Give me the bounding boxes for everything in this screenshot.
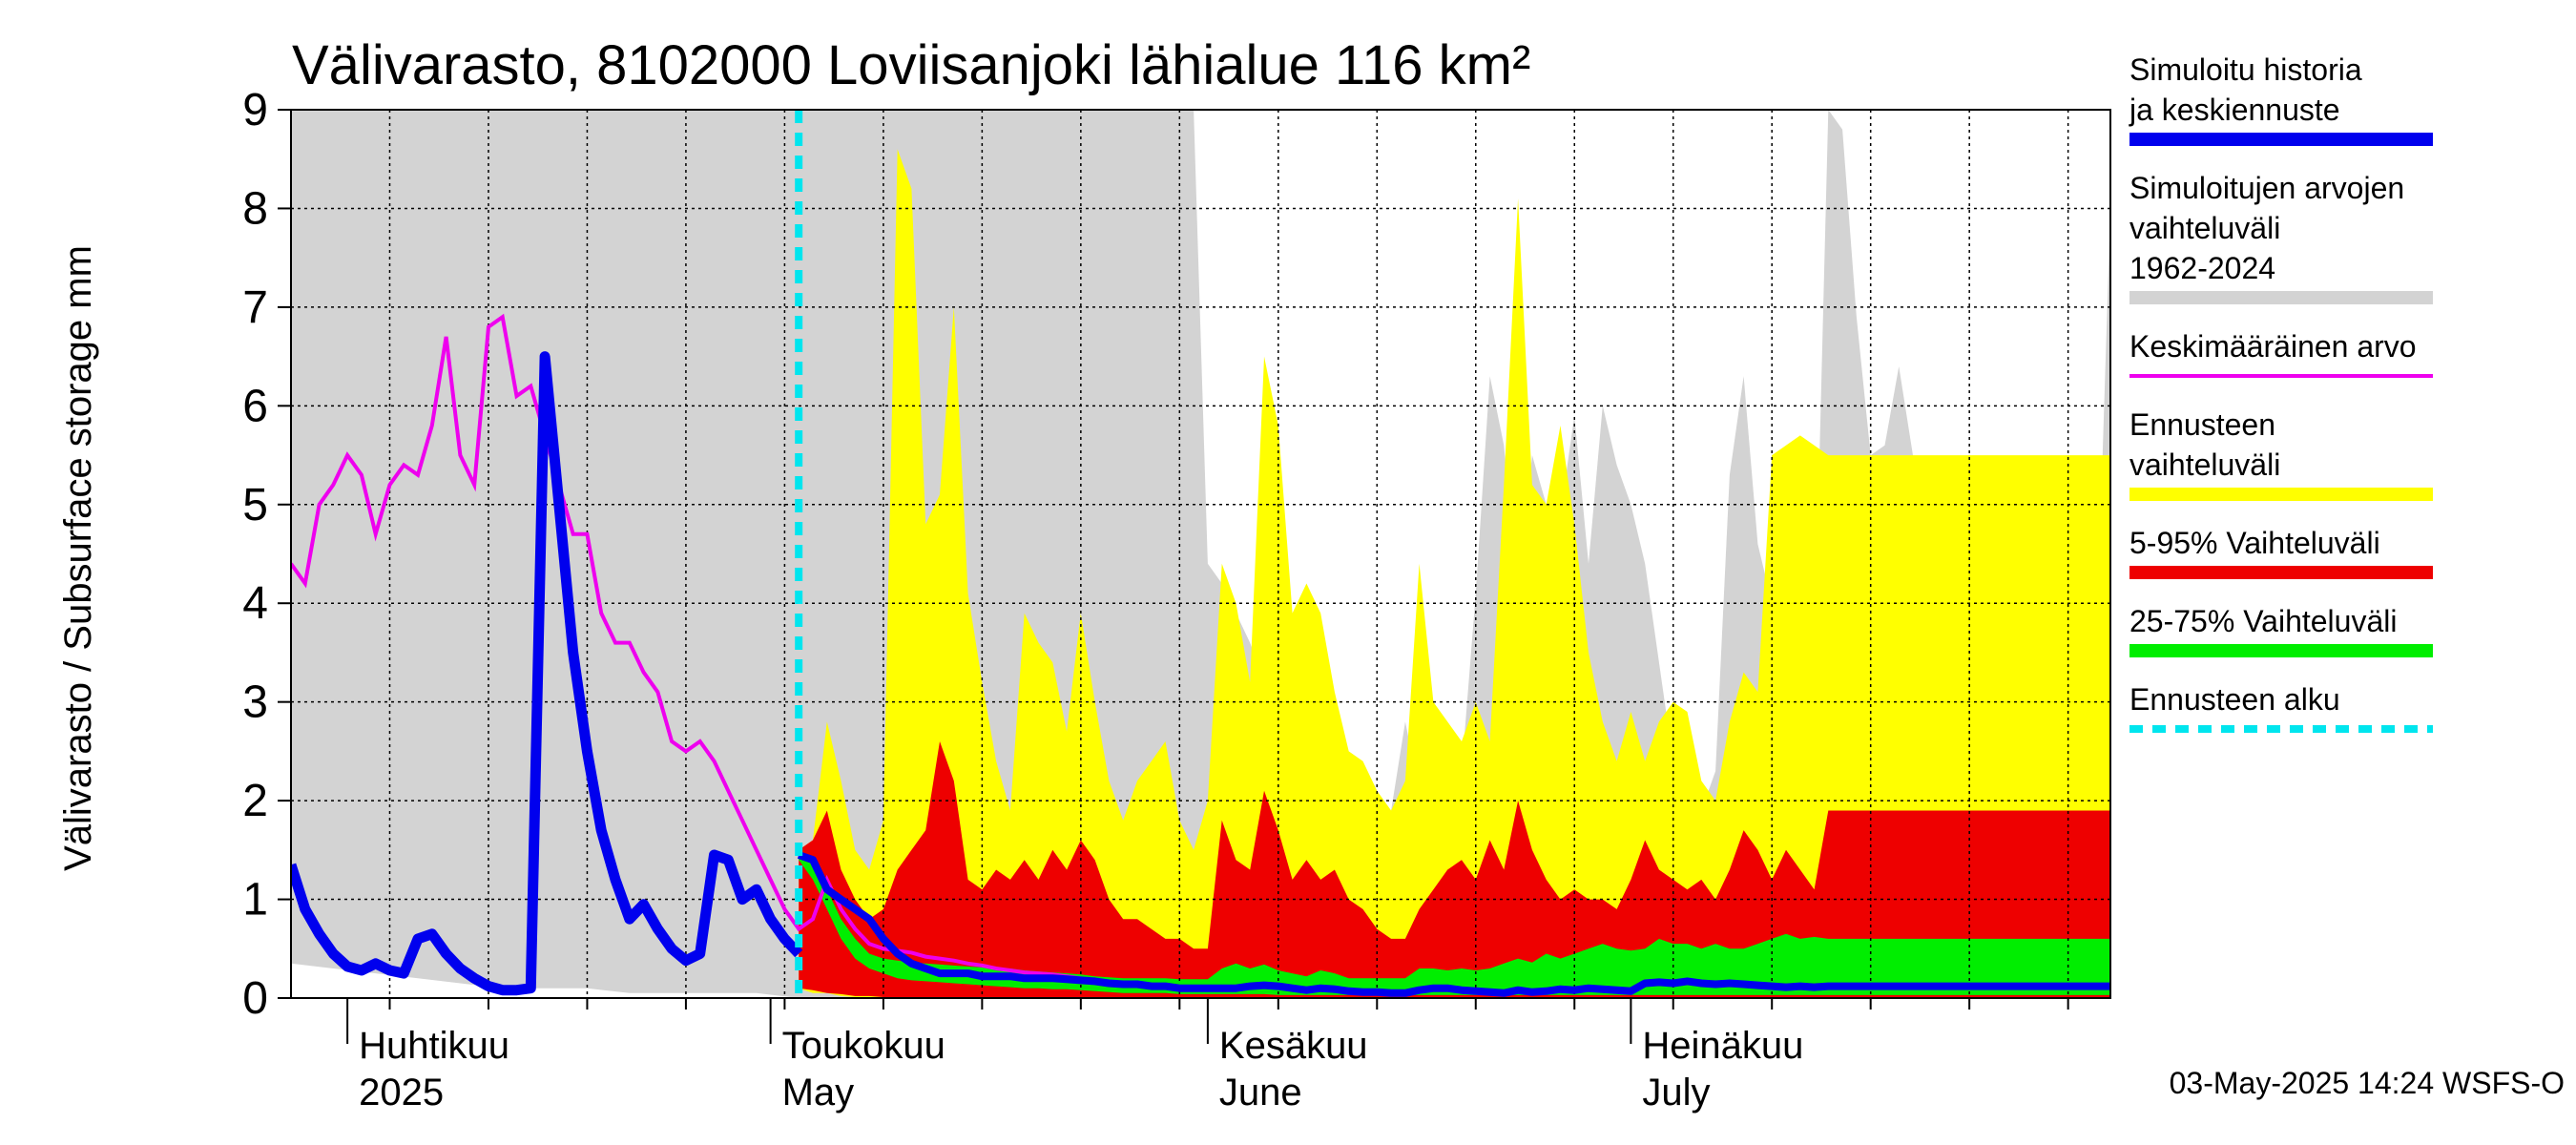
legend-label: Simuloitujen arvojen [2129, 171, 2404, 205]
y-tick-label: 8 [242, 183, 268, 234]
x-month-sublabel: July [1642, 1072, 1710, 1114]
plot-frame [290, 109, 2111, 999]
timestamp-footer: 03-May-2025 14:24 WSFS-O [2170, 1066, 2565, 1100]
x-axis: Huhtikuu 2025 Toukokuu May Kesäkuu June Heinäk… [346, 998, 2069, 1114]
legend-label: 25-75% Vaihteluväli [2129, 604, 2397, 638]
legend-label: 5-95% Vaihteluväli [2129, 526, 2380, 560]
x-month-label: Toukokuu [782, 1025, 945, 1067]
y-tick-label: 3 [242, 677, 268, 728]
band-5-95 [799, 741, 2110, 998]
y-tick-label: 6 [242, 381, 268, 431]
x-month-sublabel: June [1219, 1072, 1302, 1114]
x-month-label: Kesäkuu [1219, 1025, 1368, 1067]
y-tick-labels: 0 1 2 3 4 5 6 7 8 9 [242, 85, 291, 1024]
y-tick-label: 0 [242, 973, 268, 1024]
y-tick-label: 1 [242, 875, 268, 926]
legend: Simuloitu historia ja keskiennuste Simuloi… [2129, 52, 2433, 733]
y-axis-label: Välivarasto / Subsurface storage mm [57, 245, 99, 871]
y-tick-label: 9 [242, 85, 268, 135]
mean-value-line [291, 313, 1138, 989]
x-month-sublabel: May [782, 1072, 855, 1114]
plot-series [291, 110, 2110, 998]
plot-area [290, 109, 2111, 999]
simulated-history-line [291, 351, 803, 996]
x-month-label: Heinäkuu [1642, 1025, 1803, 1067]
chart-title: Välivarasto, 8102000 Loviisanjoki lähial… [292, 34, 1530, 96]
forecast-median-line [797, 851, 2110, 997]
x-month-sublabel: 2025 [359, 1072, 444, 1114]
band-25-75 [799, 849, 2110, 995]
y-tick-label: 7 [242, 282, 268, 333]
legend-label: Ennusteen [2129, 407, 2275, 442]
y-tick-label: 5 [242, 480, 268, 531]
y-tick-label: 2 [242, 776, 268, 826]
legend-label: vaihteluväli [2129, 448, 2280, 482]
legend-label: vaihteluväli [2129, 211, 2280, 245]
legend-label: Keskimääräinen arvo [2129, 329, 2417, 364]
legend-label: 1962-2024 [2129, 251, 2275, 285]
x-month-label: Huhtikuu [359, 1025, 509, 1067]
forecast-range-band [799, 149, 2110, 998]
legend-label: Ennusteen alku [2129, 682, 2340, 717]
y-tick-label: 4 [242, 578, 268, 629]
legend-label: ja keskiennuste [2129, 93, 2340, 127]
legend-label: Simuloitu historia [2129, 52, 2362, 87]
